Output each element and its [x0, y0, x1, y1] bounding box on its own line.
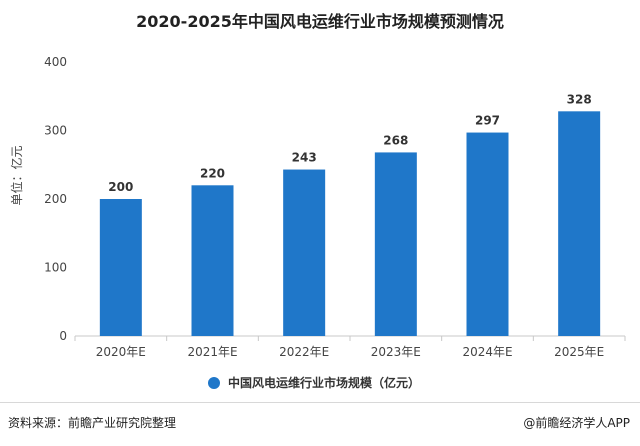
data-label: 328 — [567, 92, 592, 106]
x-tick-label: 2023年E — [371, 345, 421, 359]
data-label: 220 — [200, 166, 225, 180]
data-label: 200 — [108, 180, 133, 194]
credit-note: @前瞻经济学人APP — [523, 416, 630, 430]
data-label: 297 — [475, 114, 500, 128]
y-tick-label: 300 — [44, 124, 67, 138]
x-tick-label: 2022年E — [279, 345, 329, 359]
x-tick-label: 2020年E — [96, 345, 146, 359]
chart-title: 2020-2025年中国风电运维行业市场规模预测情况 — [136, 12, 504, 31]
data-label: 243 — [292, 151, 317, 165]
legend: 中国风电运维行业市场规模（亿元） — [208, 374, 420, 391]
y-tick-label: 400 — [44, 55, 67, 69]
legend-label: 中国风电运维行业市场规模（亿元） — [228, 376, 421, 390]
bar — [283, 169, 326, 336]
bar — [99, 199, 142, 336]
bar — [191, 185, 234, 336]
source-note: 资料来源：前瞻产业研究院整理 — [8, 416, 177, 430]
x-tick-label: 2021年E — [187, 345, 237, 359]
y-tick-label: 100 — [44, 261, 67, 275]
x-tick-label: 2024年E — [462, 345, 512, 359]
data-label: 268 — [383, 133, 408, 147]
footer-divider — [0, 402, 640, 403]
bar — [558, 111, 601, 336]
bar — [374, 152, 417, 336]
y-tick-label: 200 — [44, 192, 67, 206]
y-tick-label: 0 — [59, 329, 67, 343]
bar — [466, 132, 509, 336]
x-tick-label: 2025年E — [554, 345, 604, 359]
legend-marker — [208, 376, 220, 389]
